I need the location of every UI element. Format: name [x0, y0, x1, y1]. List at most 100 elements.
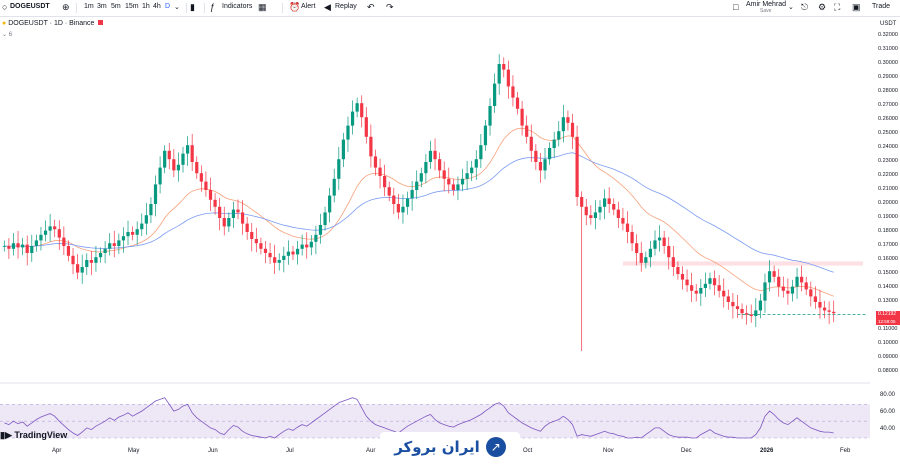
chevron-down-icon[interactable]: ⌄	[788, 4, 794, 11]
candle-body	[117, 240, 121, 246]
legend-title[interactable]: DOGEUSDT · 1D · Binance	[8, 20, 95, 27]
candle-body	[488, 106, 492, 126]
price-axis-tick: 0.27000	[878, 102, 898, 108]
candle-body	[428, 150, 433, 162]
price-axis-tick: 0.23000	[878, 158, 898, 164]
time-axis-tick: Jun	[208, 448, 218, 454]
price-axis-tick: 0.13000	[878, 298, 898, 304]
candle-body	[758, 300, 762, 311]
camera-icon[interactable]: ▣	[852, 2, 861, 12]
candle-body	[314, 234, 318, 242]
tradingview-logo[interactable]: ▮▶ TradingView	[0, 430, 67, 441]
candle-body	[144, 215, 148, 224]
trade-button[interactable]: Trade	[872, 3, 891, 10]
candle-body	[822, 307, 827, 311]
layout-icon[interactable]: □	[733, 2, 739, 12]
candle-body	[745, 313, 749, 315]
time-axis-tick: Jul	[286, 448, 294, 454]
candle-body	[616, 209, 620, 218]
user-name[interactable]: Amir Mehrad	[746, 1, 787, 8]
time-axis-tick: May	[128, 448, 140, 454]
interval-5m[interactable]: 5m	[111, 3, 121, 10]
candle-body	[268, 253, 272, 258]
undo-icon[interactable]: ↶	[367, 2, 375, 12]
templates-icon[interactable]: ▦	[258, 2, 267, 12]
candle-body	[451, 184, 455, 190]
price-axis-tick: 0.28000	[878, 88, 898, 94]
candle-body	[62, 237, 66, 246]
candle-body	[94, 257, 98, 263]
candle-body	[790, 286, 795, 294]
candle-body	[172, 159, 176, 171]
symbol-search-button[interactable]: DOGEUSDT	[10, 3, 50, 10]
fullscreen-icon[interactable]: ⛶	[834, 2, 841, 12]
candle-body	[149, 204, 153, 216]
candle-body	[2, 246, 6, 247]
candle-body	[525, 125, 529, 137]
candle-body	[442, 170, 446, 179]
candle-body	[607, 198, 611, 204]
indicators-icon[interactable]: ƒ	[210, 2, 216, 12]
candle-body	[424, 162, 428, 174]
candle-body	[809, 289, 813, 297]
price-axis-tick: 0.10000	[878, 340, 898, 346]
quick-search-icon[interactable]: ⎋	[801, 2, 809, 12]
chevron-down-icon[interactable]: ⌄	[174, 4, 180, 11]
price-axis-tick: 0.20000	[878, 200, 898, 206]
candle-body	[506, 69, 510, 87]
replay-icon[interactable]: ◀	[324, 2, 331, 12]
candle-body	[502, 64, 506, 70]
candle-body	[89, 260, 93, 263]
interval-15m[interactable]: 15m	[125, 3, 139, 10]
resistance-zone	[622, 261, 863, 266]
alert-icon[interactable]: ⏰	[289, 2, 301, 12]
candle-body	[726, 296, 730, 302]
candle-body	[66, 246, 71, 256]
price-axis-tick: 0.22000	[878, 172, 898, 178]
legend-sub[interactable]: ⌄ 6	[2, 31, 12, 38]
candle-body	[103, 248, 107, 253]
candle-body	[795, 276, 799, 287]
interval-3m[interactable]: 3m	[97, 3, 107, 10]
price-axis-tick: 0.32000	[878, 32, 898, 38]
candle-body	[456, 184, 460, 190]
candle-body	[57, 229, 61, 238]
candle-body	[121, 236, 126, 241]
time-axis-tick: 2026	[760, 448, 774, 454]
replay-button[interactable]: Replay	[335, 3, 357, 10]
interval-1h[interactable]: 1h	[142, 3, 150, 10]
candle-body	[190, 145, 194, 162]
candle-body	[552, 139, 556, 148]
candle-body	[34, 240, 38, 246]
settings-icon[interactable]: ⚙	[818, 2, 827, 12]
candle-body	[493, 83, 497, 106]
candle-body	[685, 279, 689, 286]
candle-body	[653, 240, 657, 249]
compare-add-icon[interactable]: ⊕	[62, 2, 70, 12]
interval-d[interactable]: D	[165, 3, 171, 10]
candle-body	[153, 184, 158, 204]
indicators-button[interactable]: Indicators	[222, 3, 253, 10]
candle-body	[405, 198, 410, 207]
alert-button[interactable]: Alert	[301, 3, 316, 10]
candle-body	[392, 195, 396, 204]
interval-1m[interactable]: 1m	[84, 3, 94, 10]
symbol-logo-icon: ○	[2, 2, 8, 12]
tv-logo-icon: ▮▶	[0, 430, 12, 440]
candle-body	[612, 204, 616, 210]
candle-body	[763, 282, 767, 301]
ema-fast-line	[4, 127, 834, 297]
candles-icon[interactable]: ▮	[190, 2, 195, 12]
candle-body	[800, 276, 804, 283]
save-label[interactable]: Save	[760, 8, 772, 14]
redo-icon[interactable]: ↷	[386, 2, 394, 12]
interval-4h[interactable]: 4h	[153, 3, 161, 10]
candle-body	[328, 195, 332, 213]
price-axis-tick: 0.17000	[878, 242, 898, 248]
candle-body	[108, 243, 112, 249]
candle-body	[479, 145, 483, 160]
candle-body	[286, 251, 291, 256]
candle-body	[589, 215, 593, 218]
collapse-icon[interactable]: ⌄	[2, 32, 8, 38]
